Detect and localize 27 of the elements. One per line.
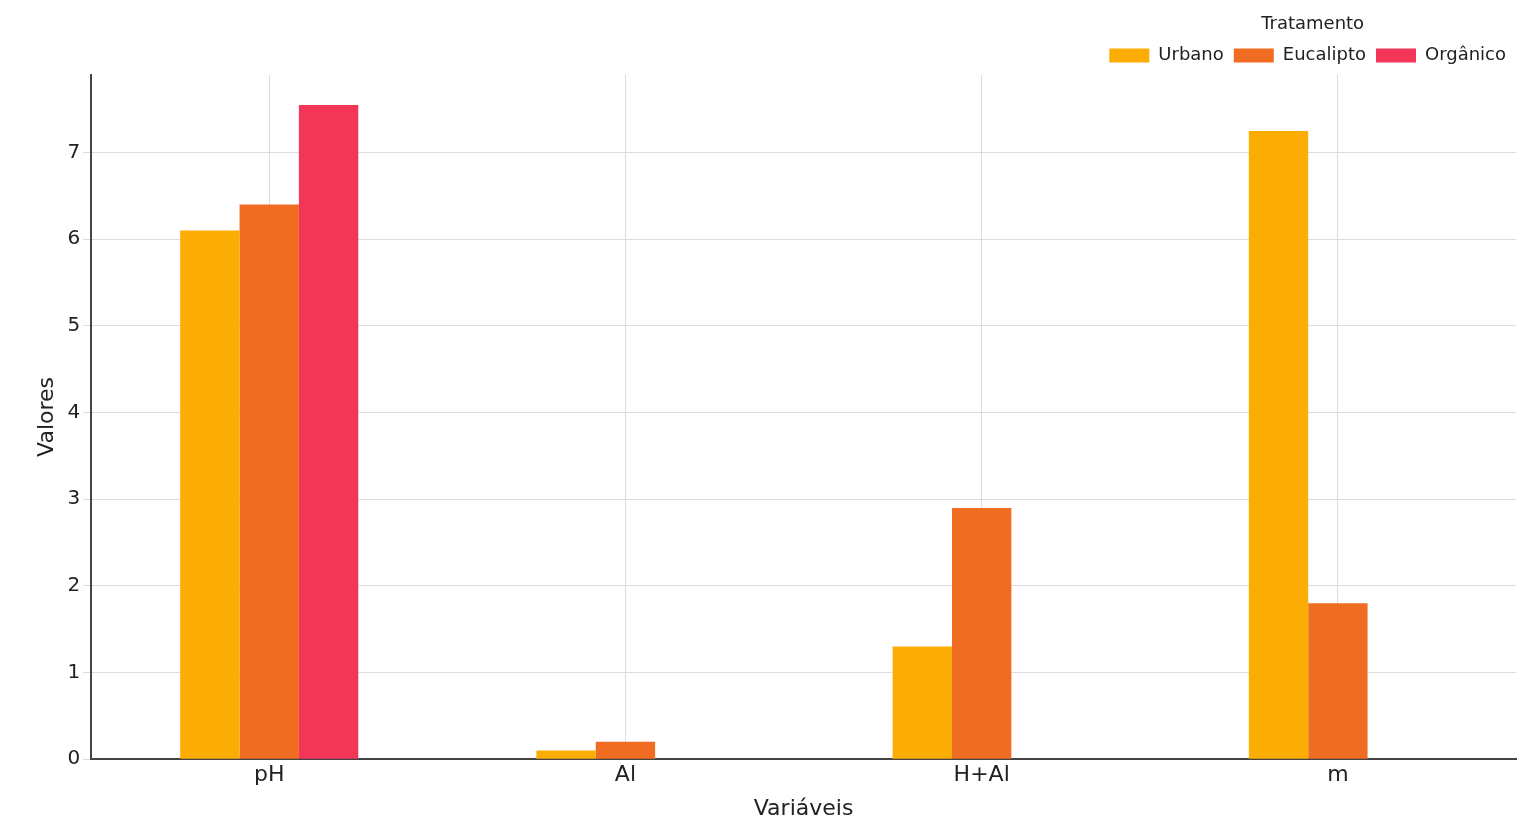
y-tick-label: 4 <box>67 398 81 423</box>
x-tick-label: pH <box>253 761 285 787</box>
x-axis-title: Variáveis <box>753 794 854 820</box>
x-tick-label: m <box>1327 761 1349 787</box>
legend-label: Orgânico <box>1424 43 1506 65</box>
bar <box>1308 603 1368 759</box>
bar <box>239 204 299 759</box>
bar <box>951 507 1012 759</box>
legend-title: Tratamento <box>1260 11 1365 33</box>
bar <box>298 104 359 759</box>
bar <box>595 741 656 759</box>
bar <box>180 230 240 759</box>
y-axis-title: Valores <box>32 376 58 457</box>
y-tick-label: 2 <box>67 572 81 597</box>
y-tick-label: 0 <box>67 745 81 770</box>
y-tick-label: 7 <box>67 138 81 163</box>
y-tick-label: 1 <box>67 658 81 683</box>
bar <box>536 750 596 759</box>
y-tick-label: 3 <box>67 485 81 510</box>
x-tick-label: H+Al <box>953 761 1010 787</box>
legend-label: Eucalipto <box>1282 43 1366 65</box>
legend-label: Urbano <box>1158 43 1224 65</box>
x-tick-label: Al <box>614 761 637 787</box>
y-tick-label: 5 <box>67 312 81 337</box>
y-tick-label: 6 <box>67 225 81 250</box>
bar <box>892 646 952 759</box>
bar <box>1248 130 1309 759</box>
